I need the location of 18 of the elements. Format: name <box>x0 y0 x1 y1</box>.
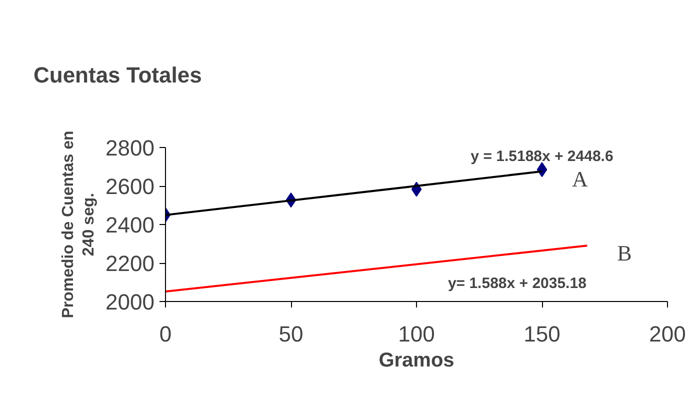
x-tick-label: 200 <box>649 322 686 346</box>
point <box>536 162 548 178</box>
y-axis-title: Promedio de Cuentas en 240 seg. <box>60 130 98 318</box>
series-label: A <box>572 166 588 192</box>
x-tick-label: 50 <box>278 322 304 346</box>
y-tick-label: 2000 <box>106 290 155 314</box>
annotation: y = 1.5188x + 2448.6 <box>470 148 614 165</box>
chart-title: Cuentas Totales <box>34 62 202 88</box>
annotation: y= 1.588x + 2035.18 <box>448 275 586 292</box>
y-tick-label: 2200 <box>106 251 155 276</box>
series-label: B <box>617 240 632 266</box>
x-tick-label: 150 <box>524 322 560 346</box>
y-tick-label: 2600 <box>106 174 155 199</box>
x-tick-label: 100 <box>398 322 435 346</box>
y-tick-label: 2800 <box>106 136 155 160</box>
y-tick-label: 2400 <box>106 212 155 238</box>
x-tick-label: 0 <box>159 322 172 346</box>
x-axis-title: Gramos <box>378 350 454 372</box>
